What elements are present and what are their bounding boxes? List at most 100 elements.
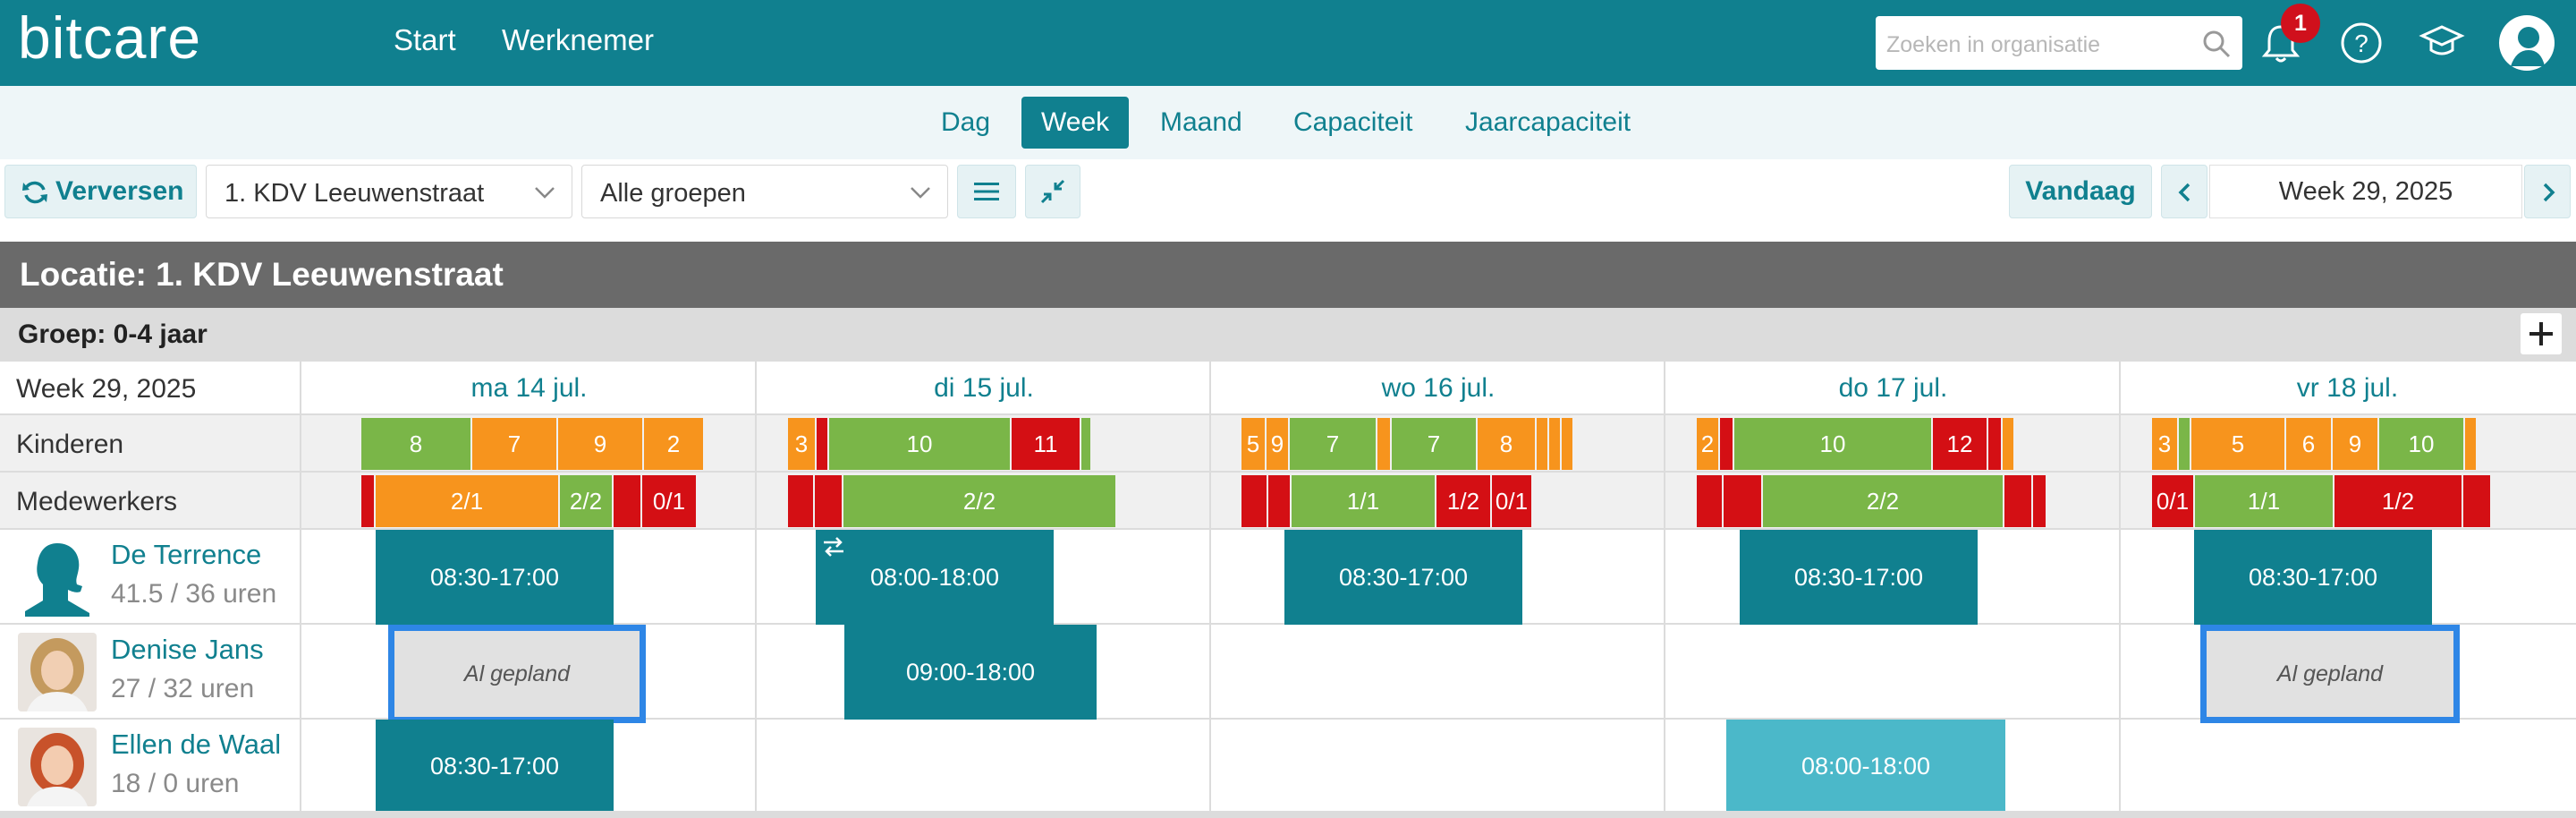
chevron-right-icon bbox=[2543, 183, 2555, 202]
already-planned-cell[interactable]: Al gepland bbox=[2200, 625, 2460, 723]
staff-segment: 2/2 bbox=[1763, 475, 2003, 527]
top-bar: bitcare Start Werknemer Zoeken in organi… bbox=[0, 0, 2576, 86]
children-segment: 5 bbox=[2191, 418, 2284, 470]
group-select[interactable]: Alle groepen bbox=[581, 165, 948, 218]
tab-capaciteit[interactable]: Capaciteit bbox=[1293, 107, 1413, 137]
help-icon[interactable]: ? bbox=[2338, 20, 2385, 66]
staff-segment bbox=[614, 475, 640, 527]
chevron-down-icon bbox=[535, 187, 555, 199]
children-segment: 3 bbox=[788, 418, 815, 470]
staff-segment bbox=[2463, 475, 2490, 527]
shift-block[interactable]: 08:30-17:00 bbox=[376, 720, 614, 813]
day-header[interactable]: di 15 jul. bbox=[934, 373, 1034, 403]
toolbar: Verversen 1. KDV Leeuwenstraat Alle groe… bbox=[0, 159, 2576, 224]
employee-name[interactable]: Ellen de Waal bbox=[111, 729, 282, 760]
column-divider bbox=[300, 362, 301, 814]
location-select[interactable]: 1. KDV Leeuwenstraat bbox=[206, 165, 572, 218]
children-segment: 12 bbox=[1933, 418, 1987, 470]
children-segment bbox=[1537, 418, 1547, 470]
column-divider bbox=[1664, 362, 1665, 814]
shift-block[interactable]: 08:30-17:00 bbox=[1740, 530, 1978, 625]
tab-week[interactable]: Week bbox=[1021, 97, 1130, 149]
refresh-icon bbox=[22, 181, 47, 204]
staff-segment: 1/1 bbox=[1292, 475, 1435, 527]
children-segment: 8 bbox=[361, 418, 470, 470]
employee-hours: 41.5 / 36 uren bbox=[111, 579, 277, 609]
list-icon bbox=[974, 183, 999, 200]
tab-jaarcapaciteit[interactable]: Jaarcapaciteit bbox=[1465, 107, 1631, 137]
staff-segment bbox=[2004, 475, 2031, 527]
tab-maand[interactable]: Maand bbox=[1160, 107, 1242, 137]
staff-segment: 0/1 bbox=[642, 475, 696, 527]
nav-start[interactable]: Start bbox=[394, 23, 456, 56]
app-logo[interactable]: bitcare bbox=[18, 4, 202, 71]
list-view-button[interactable] bbox=[957, 165, 1016, 218]
refresh-button[interactable]: Verversen bbox=[4, 165, 197, 218]
day-header[interactable]: ma 14 jul. bbox=[470, 373, 588, 403]
group-select-value: Alle groepen bbox=[600, 179, 746, 208]
children-segment: 9 bbox=[1267, 418, 1288, 470]
search-icon[interactable] bbox=[2201, 29, 2232, 59]
day-header[interactable]: wo 16 jul. bbox=[1381, 373, 1496, 403]
view-tabs: Dag Week Maand Capaciteit Jaarcapaciteit bbox=[0, 86, 2576, 159]
compress-button[interactable] bbox=[1025, 165, 1080, 218]
next-week-button[interactable] bbox=[2524, 165, 2571, 218]
already-planned-cell[interactable]: Al gepland bbox=[388, 625, 646, 723]
location-select-value: 1. KDV Leeuwenstraat bbox=[225, 179, 485, 208]
user-avatar-icon[interactable] bbox=[2498, 14, 2555, 72]
staff-segment bbox=[1268, 475, 1290, 527]
swap-icon bbox=[821, 533, 846, 558]
shift-block[interactable]: 08:30-17:00 bbox=[2194, 530, 2432, 625]
column-divider bbox=[755, 362, 757, 814]
children-segment: 7 bbox=[1290, 418, 1376, 470]
chevron-down-icon bbox=[911, 187, 930, 199]
graduation-cap-icon[interactable] bbox=[2419, 20, 2465, 66]
shift-block[interactable]: 08:30-17:00 bbox=[1284, 530, 1522, 625]
shift-block[interactable]: 08:30-17:00 bbox=[376, 530, 614, 625]
notification-badge[interactable]: 1 bbox=[2281, 4, 2320, 43]
children-segment: 10 bbox=[1734, 418, 1931, 470]
add-button[interactable] bbox=[2521, 313, 2562, 354]
week-display[interactable]: Week 29, 2025 bbox=[2209, 165, 2522, 218]
employee-hours: 18 / 0 uren bbox=[111, 769, 240, 798]
staff-segment: 0/1 bbox=[1492, 475, 1531, 527]
children-segment: 5 bbox=[1241, 418, 1265, 470]
tab-dag[interactable]: Dag bbox=[941, 107, 991, 137]
day-header[interactable]: do 17 jul. bbox=[1838, 373, 1948, 403]
children-segment bbox=[1081, 418, 1090, 470]
shift-block[interactable]: 09:00-18:00 bbox=[844, 625, 1097, 720]
prev-week-button[interactable] bbox=[2161, 165, 2207, 218]
children-segment bbox=[1988, 418, 2001, 470]
employee-name[interactable]: De Terrence bbox=[111, 539, 262, 570]
search-box[interactable]: Zoeken in organisatie bbox=[1876, 16, 2242, 70]
children-segment bbox=[817, 418, 827, 470]
children-segment: 6 bbox=[2286, 418, 2331, 470]
staff-segment: 2/2 bbox=[560, 475, 612, 527]
shift-block[interactable]: 08:00-18:00 bbox=[1726, 720, 2005, 813]
plus-icon bbox=[2529, 322, 2553, 345]
employee-hours: 27 / 32 uren bbox=[111, 674, 255, 703]
children-segment bbox=[2465, 418, 2476, 470]
week-cell: Week 29, 2025 bbox=[16, 374, 197, 404]
group-title: Groep: 0-4 jaar bbox=[0, 308, 2576, 362]
children-segment: 9 bbox=[558, 418, 642, 470]
staff-segment bbox=[1697, 475, 1722, 527]
staff-segment: 1/2 bbox=[1436, 475, 1490, 527]
shift-block[interactable]: 08:00-18:00 bbox=[816, 530, 1054, 625]
children-segment bbox=[1720, 418, 1733, 470]
column-divider bbox=[1209, 362, 1211, 814]
column-divider bbox=[2119, 362, 2121, 814]
children-segment: 9 bbox=[2333, 418, 2377, 470]
today-button[interactable]: Vandaag bbox=[2009, 165, 2152, 218]
children-segment: 8 bbox=[1478, 418, 1535, 470]
location-title: Locatie: 1. KDV Leeuwenstraat bbox=[0, 242, 2576, 308]
employee-row bbox=[0, 625, 2576, 720]
children-segment: 3 bbox=[2152, 418, 2177, 470]
nav-werknemer[interactable]: Werknemer bbox=[502, 23, 654, 56]
divider bbox=[0, 811, 2576, 818]
compress-icon bbox=[1040, 179, 1065, 204]
search-input[interactable]: Zoeken in organisatie bbox=[1886, 32, 2101, 57]
day-header[interactable]: vr 18 jul. bbox=[2296, 373, 2399, 403]
staff-segment bbox=[2033, 475, 2046, 527]
employee-name[interactable]: Denise Jans bbox=[111, 634, 264, 665]
